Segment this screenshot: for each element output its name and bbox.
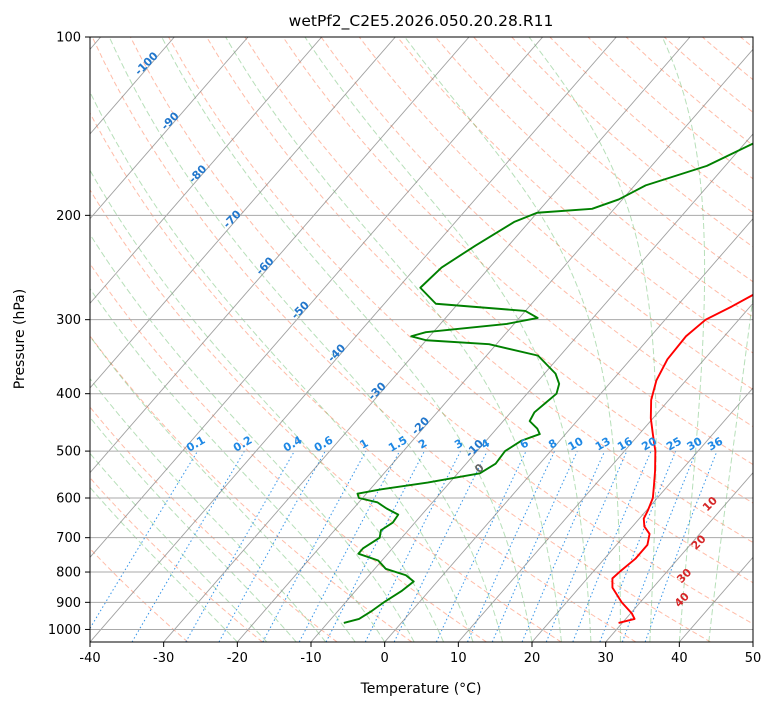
dry-adiabat-line — [90, 335, 413, 642]
moist-adiabat-line — [161, 37, 533, 642]
dry-adiabat-line — [90, 406, 338, 642]
dry-adiabat-line — [473, 37, 753, 283]
mixing-ratio-lines — [90, 450, 718, 642]
moist-adiabat-line — [108, 37, 504, 642]
moist-adiabat-line — [90, 486, 238, 642]
y-axis-title: Pressure (hPa) — [12, 289, 28, 389]
y-tick-label: 300 — [56, 313, 81, 328]
mixing-ratio-line — [621, 450, 697, 642]
x-tick-label: 40 — [671, 651, 688, 666]
mixing-ratio-line — [218, 450, 326, 642]
isotherm-line — [605, 471, 753, 642]
plot-area: -100-90-80-70-60-50-40-30-20-100.1 0.2 0.4… — [90, 37, 753, 642]
moist-adiabat-line — [90, 287, 386, 642]
isotherm-line — [90, 37, 249, 220]
mixing-ratio-line — [545, 450, 628, 642]
y-tick-label: 700 — [56, 531, 81, 546]
x-tick-label: 50 — [745, 651, 762, 666]
dry-adiabat-line — [90, 188, 562, 642]
moist-adiabat-line — [90, 377, 327, 642]
moist-adiabat-line — [90, 90, 474, 642]
moist-adiabat-line — [304, 37, 592, 642]
isotherm-line — [90, 37, 396, 389]
dry-adiabat-line — [91, 37, 711, 642]
x-tick-label: 20 — [524, 651, 541, 666]
moist-adiabat-line — [708, 292, 753, 642]
dewpoint-profile-line — [343, 142, 753, 624]
isotherm-line — [236, 48, 753, 642]
y-tick-label: 1000 — [48, 623, 81, 638]
y-tick-label: 100 — [56, 31, 81, 46]
isotherm-line — [310, 133, 753, 642]
x-tick-label: -30 — [153, 651, 174, 666]
moist-adiabat-line — [528, 37, 657, 642]
x-tick-label: 10 — [450, 651, 467, 666]
y-tick-label: 400 — [56, 387, 81, 402]
dry-adiabat-line — [358, 37, 753, 391]
plot-frame — [89, 36, 754, 643]
mixing-ratio-line — [521, 450, 606, 642]
y-tick-label: 200 — [56, 209, 81, 224]
moist-adiabat-line — [90, 452, 268, 642]
y-tick-label: 800 — [56, 566, 81, 581]
dry-adiabats — [90, 37, 753, 642]
x-tick-label: -20 — [227, 651, 248, 666]
y-tick-label: 900 — [56, 596, 81, 611]
dry-adiabat-line — [168, 37, 753, 584]
chart-title: wetPf2_C2E5.2026.050.20.28.R11 — [289, 12, 554, 31]
axes-layer: -40 -30 -20 -10 0 10 20 30 40 50 100 200 300 400 500 60… — [48, 31, 761, 667]
profiles — [343, 142, 753, 624]
dry-adiabat-line — [435, 37, 753, 318]
isotherm-line — [90, 37, 544, 559]
x-axis-title: Temperature (°C) — [360, 681, 482, 697]
temperature-profile-line — [611, 293, 753, 624]
y-tick-label: 600 — [56, 492, 81, 507]
dry-adiabat-line — [320, 37, 753, 428]
isotherm-line — [90, 37, 470, 474]
x-tick-label: 0 — [381, 651, 389, 666]
mixing-ratio-line — [262, 450, 367, 642]
isotherm-line — [457, 302, 753, 642]
mixing-ratio-line — [572, 450, 652, 642]
dry-adiabat-line — [129, 37, 753, 625]
isobars — [90, 37, 753, 630]
mixing-ratio-line — [90, 450, 199, 630]
dry-adiabat-line — [90, 262, 487, 642]
mixing-ratio-line — [644, 450, 718, 642]
isotherm-line — [531, 387, 753, 642]
mixing-ratio-line — [599, 450, 677, 642]
x-tick-label: 30 — [597, 651, 614, 666]
moist-adiabat-line — [90, 169, 445, 642]
isotherm-line — [90, 37, 323, 304]
dry-adiabat-line — [244, 37, 753, 504]
mixing-ratio-line — [364, 450, 462, 642]
x-tick-label: -40 — [79, 651, 100, 666]
isotherm-line — [90, 37, 617, 642]
moist-adiabat-line — [90, 416, 297, 642]
x-tick-label: -10 — [300, 651, 321, 666]
y-tick-label: 500 — [56, 445, 81, 460]
moist-adiabat-line — [661, 37, 706, 642]
moist-adiabat-line — [404, 37, 621, 642]
moist-adiabat-line — [225, 37, 562, 642]
isotherm-line — [384, 217, 753, 642]
dry-adiabat-line — [90, 477, 263, 642]
